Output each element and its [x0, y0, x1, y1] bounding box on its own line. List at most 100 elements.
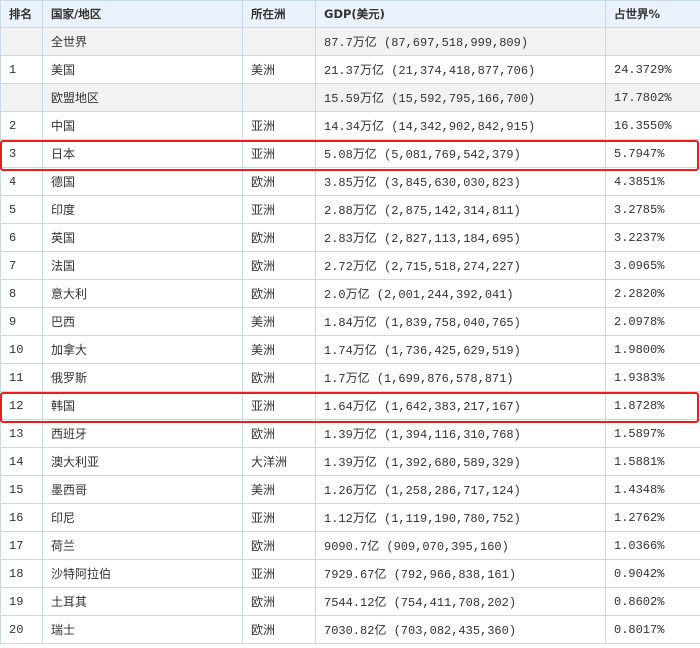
rank-cell: 13	[0, 419, 43, 448]
share-cell: 4.3851%	[605, 167, 700, 196]
continent-cell: 欧洲	[242, 587, 316, 616]
continent-cell	[242, 27, 316, 56]
rank-cell: 19	[0, 587, 43, 616]
table-row: 18 沙特阿拉伯 亚洲 7929.67亿 (792,966,838,161) 0.904…	[0, 559, 700, 588]
table-row: 9 巴西 美洲 1.84万亿 (1,839,758,040,765) 2.0978%	[0, 307, 700, 336]
table-row: 7 法国 欧洲 2.72万亿 (2,715,518,274,227) 3.0965%	[0, 251, 700, 280]
country-cell: 土耳其	[42, 587, 243, 616]
continent-cell: 美洲	[242, 475, 316, 504]
table-row: 5 印度 亚洲 2.88万亿 (2,875,142,314,811) 3.2785%	[0, 195, 700, 224]
table-row: 17 荷兰 欧洲 9090.7亿 (909,070,395,160) 1.0366%	[0, 531, 700, 560]
gdp-cell: 21.37万亿 (21,374,418,877,706)	[315, 55, 606, 84]
share-cell: 0.9042%	[605, 559, 700, 588]
share-cell: 16.3550%	[605, 111, 700, 140]
rank-cell: 17	[0, 531, 43, 560]
rank-cell	[0, 27, 43, 56]
rank-cell: 5	[0, 195, 43, 224]
country-cell: 法国	[42, 251, 243, 280]
header-continent[interactable]: 所在洲	[242, 0, 316, 28]
gdp-cell: 87.7万亿 (87,697,518,999,809)	[315, 27, 606, 56]
country-cell: 印尼	[42, 503, 243, 532]
table-row: 13 西班牙 欧洲 1.39万亿 (1,394,116,310,768) 1.5897%	[0, 419, 700, 448]
country-cell: 欧盟地区	[42, 83, 243, 112]
share-cell: 3.2785%	[605, 195, 700, 224]
continent-cell: 亚洲	[242, 503, 316, 532]
table-row: 4 德国 欧洲 3.85万亿 (3,845,630,030,823) 4.3851%	[0, 167, 700, 196]
country-cell: 全世界	[42, 27, 243, 56]
gdp-cell: 1.7万亿 (1,699,876,578,871)	[315, 363, 606, 392]
gdp-cell: 2.88万亿 (2,875,142,314,811)	[315, 195, 606, 224]
share-cell: 24.3729%	[605, 55, 700, 84]
gdp-cell: 7030.82亿 (703,082,435,360)	[315, 615, 606, 644]
continent-cell: 亚洲	[242, 195, 316, 224]
header-gdp[interactable]: GDP(美元)	[315, 0, 606, 28]
header-country[interactable]: 国家/地区	[42, 0, 243, 28]
share-cell: 1.4348%	[605, 475, 700, 504]
header-share[interactable]: 占世界%	[605, 0, 700, 28]
continent-cell: 美洲	[242, 55, 316, 84]
country-cell: 中国	[42, 111, 243, 140]
country-cell: 荷兰	[42, 531, 243, 560]
table-row: 2 中国 亚洲 14.34万亿 (14,342,902,842,915) 16.3550…	[0, 111, 700, 140]
gdp-cell: 5.08万亿 (5,081,769,542,379)	[315, 139, 606, 168]
share-cell: 2.0978%	[605, 307, 700, 336]
gdp-cell: 1.84万亿 (1,839,758,040,765)	[315, 307, 606, 336]
rank-cell: 11	[0, 363, 43, 392]
continent-cell: 美洲	[242, 335, 316, 364]
continent-cell: 美洲	[242, 307, 316, 336]
gdp-cell: 2.83万亿 (2,827,113,184,695)	[315, 223, 606, 252]
rank-cell: 9	[0, 307, 43, 336]
table-row: 20 瑞士 欧洲 7030.82亿 (703,082,435,360) 0.8017%	[0, 615, 700, 644]
share-cell: 1.5881%	[605, 447, 700, 476]
rank-cell: 6	[0, 223, 43, 252]
table-row: 11 俄罗斯 欧洲 1.7万亿 (1,699,876,578,871) 1.9383%	[0, 363, 700, 392]
gdp-cell: 1.64万亿 (1,642,383,217,167)	[315, 391, 606, 420]
gdp-cell: 7544.12亿 (754,411,708,202)	[315, 587, 606, 616]
table-row: 1 美国 美洲 21.37万亿 (21,374,418,877,706) 24.3729…	[0, 55, 700, 84]
gdp-cell: 14.34万亿 (14,342,902,842,915)	[315, 111, 606, 140]
continent-cell: 亚洲	[242, 139, 316, 168]
country-cell: 意大利	[42, 279, 243, 308]
gdp-cell: 1.39万亿 (1,392,680,589,329)	[315, 447, 606, 476]
share-cell: 3.2237%	[605, 223, 700, 252]
country-cell: 德国	[42, 167, 243, 196]
country-cell: 日本	[42, 139, 243, 168]
table-row: 15 墨西哥 美洲 1.26万亿 (1,258,286,717,124) 1.4348%	[0, 475, 700, 504]
country-cell: 俄罗斯	[42, 363, 243, 392]
continent-cell: 欧洲	[242, 223, 316, 252]
share-cell: 17.7802%	[605, 83, 700, 112]
gdp-cell: 15.59万亿 (15,592,795,166,700)	[315, 83, 606, 112]
continent-cell: 欧洲	[242, 251, 316, 280]
country-cell: 巴西	[42, 307, 243, 336]
rank-cell: 16	[0, 503, 43, 532]
rank-cell: 20	[0, 615, 43, 644]
rank-cell: 7	[0, 251, 43, 280]
rank-cell: 15	[0, 475, 43, 504]
gdp-cell: 1.12万亿 (1,119,190,780,752)	[315, 503, 606, 532]
country-cell: 加拿大	[42, 335, 243, 364]
country-cell: 瑞士	[42, 615, 243, 644]
rank-cell: 14	[0, 447, 43, 476]
rank-cell: 12	[0, 391, 43, 420]
header-rank[interactable]: 排名	[0, 0, 43, 28]
country-cell: 澳大利亚	[42, 447, 243, 476]
continent-cell: 亚洲	[242, 559, 316, 588]
table-row: 14 澳大利亚 大洋洲 1.39万亿 (1,392,680,589,329) 1.588…	[0, 447, 700, 476]
share-cell: 2.2820%	[605, 279, 700, 308]
rank-cell: 18	[0, 559, 43, 588]
gdp-cell: 7929.67亿 (792,966,838,161)	[315, 559, 606, 588]
header-row: 排名 国家/地区 所在洲 GDP(美元) 占世界%	[0, 0, 700, 28]
gdp-cell: 1.74万亿 (1,736,425,629,519)	[315, 335, 606, 364]
share-cell: 1.9800%	[605, 335, 700, 364]
table-row-highlighted: 12 韩国 亚洲 1.64万亿 (1,642,383,217,167) 1.8728%	[0, 391, 700, 420]
share-cell: 1.8728%	[605, 391, 700, 420]
rank-cell: 8	[0, 279, 43, 308]
gdp-cell: 9090.7亿 (909,070,395,160)	[315, 531, 606, 560]
continent-cell: 亚洲	[242, 391, 316, 420]
country-cell: 英国	[42, 223, 243, 252]
share-cell: 1.0366%	[605, 531, 700, 560]
table-row: 19 土耳其 欧洲 7544.12亿 (754,411,708,202) 0.8602%	[0, 587, 700, 616]
share-cell: 3.0965%	[605, 251, 700, 280]
share-cell: 1.2762%	[605, 503, 700, 532]
